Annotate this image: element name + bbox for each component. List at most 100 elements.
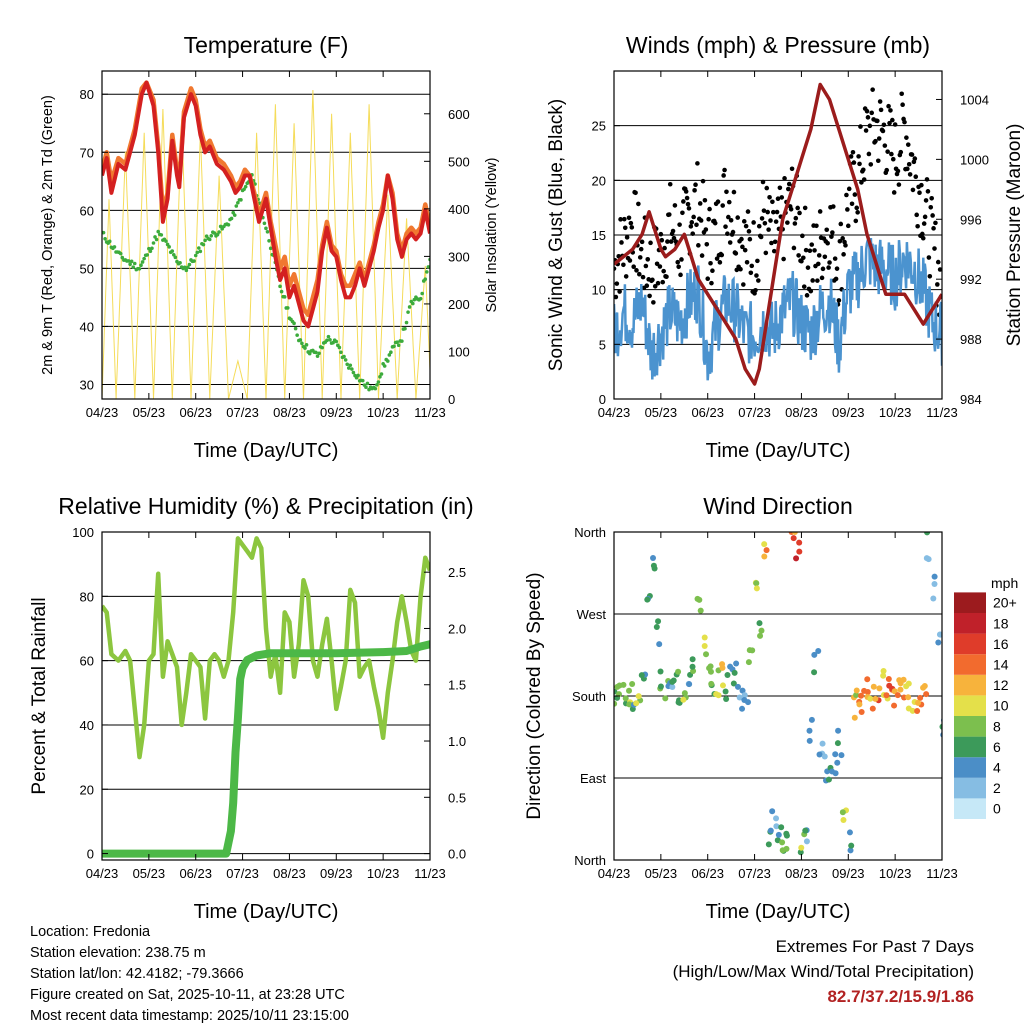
- dewpoint-point: [145, 253, 150, 257]
- y-axis-label: 2m & 9m T (Red, Orange) & 2m Td (Green): [40, 95, 56, 375]
- gust-point: [678, 272, 683, 278]
- gust-point: [671, 235, 677, 241]
- direction-point: [731, 669, 738, 676]
- direction-point: [848, 842, 855, 849]
- direction-point: [791, 532, 798, 535]
- direction-point: [835, 727, 842, 734]
- plot-frame: [101, 70, 431, 400]
- dewpoint-point: [142, 256, 146, 261]
- gust-point: [857, 161, 862, 167]
- series-solar-insolation: [102, 89, 430, 399]
- gust-point: [904, 135, 909, 140]
- gust-point: [709, 280, 714, 286]
- direction-point: [803, 838, 810, 845]
- direction-point: [650, 562, 657, 569]
- direction-point: [821, 753, 828, 760]
- legend-swatch: [954, 695, 986, 716]
- dewpoint-point: [364, 385, 368, 389]
- legend-swatch: [954, 736, 986, 758]
- direction-point: [727, 663, 734, 670]
- gust-point: [865, 115, 871, 120]
- y2-tick-label: 0.0: [448, 847, 466, 862]
- direction-point: [806, 727, 813, 734]
- dewpoint-point: [207, 237, 212, 242]
- y2-tick-label: 1.5: [448, 678, 466, 693]
- dewpoint-point: [103, 236, 107, 241]
- direction-point: [719, 682, 726, 689]
- panel-direction: Wind Direction mph 0 2 4 6 8 10 12 14 16 18 20+ 04/23…: [524, 493, 1018, 923]
- gust-point: [852, 192, 858, 197]
- gust-point: [730, 229, 736, 235]
- speed-legend: mph 0 2 4 6 8 10 12 14 16 18 20+: [954, 575, 1018, 819]
- direction-point: [825, 776, 832, 783]
- gust-point: [868, 162, 874, 167]
- gust-point: [932, 246, 937, 251]
- direction-point: [846, 829, 853, 836]
- direction-point: [917, 694, 924, 701]
- direction-point: [767, 827, 774, 834]
- dewpoint-point: [356, 373, 360, 378]
- x-tick-label: 07/23: [738, 405, 771, 420]
- y2-tick-label: 600: [448, 107, 470, 122]
- gust-point: [858, 124, 863, 129]
- y2-tick-label: 1.0: [448, 734, 466, 749]
- y-tick-label: 5: [599, 337, 606, 352]
- gust-point: [665, 239, 670, 244]
- direction-point: [838, 752, 845, 759]
- series-2m-temperature: [102, 80, 430, 329]
- gust-point: [739, 236, 744, 242]
- gust-point: [849, 201, 855, 207]
- y-tick-label: 25: [592, 119, 606, 134]
- direction-point: [798, 844, 805, 851]
- gust-point: [741, 219, 747, 224]
- gust-point: [686, 206, 692, 211]
- gust-point: [844, 192, 849, 198]
- direction-point: [796, 539, 803, 546]
- gust-point: [677, 222, 682, 227]
- gust-point: [675, 259, 681, 265]
- dewpoint-point: [350, 367, 354, 371]
- gust-point: [636, 201, 641, 207]
- direction-point: [739, 705, 746, 712]
- gust-point: [860, 167, 866, 173]
- gust-point: [763, 250, 769, 256]
- gust-point: [764, 185, 770, 191]
- y-tick-label: 60: [80, 654, 94, 669]
- gust-point: [659, 237, 665, 243]
- direction-point: [840, 817, 847, 824]
- x-tick-label: 08/23: [785, 866, 818, 881]
- direction-point: [921, 683, 928, 690]
- gust-point: [855, 210, 860, 215]
- direction-point: [763, 547, 770, 554]
- legend-label: 4: [993, 760, 1001, 776]
- gust-point: [622, 225, 628, 231]
- dewpoint-point: [229, 216, 234, 221]
- legend-label: 8: [993, 718, 1001, 734]
- gust-point: [888, 108, 893, 113]
- legend-title: mph: [991, 575, 1018, 591]
- gust-point: [869, 110, 875, 116]
- gust-point: [651, 300, 656, 305]
- gust-point: [614, 294, 619, 300]
- dewpoint-point: [400, 339, 404, 343]
- gust-point: [657, 264, 663, 269]
- gust-point: [920, 231, 925, 237]
- y2-tick-label: 400: [448, 202, 470, 217]
- gust-point: [742, 247, 748, 253]
- gust-point: [745, 209, 751, 214]
- gust-point: [887, 120, 892, 126]
- direction-point: [923, 691, 930, 698]
- gust-point: [688, 224, 694, 229]
- dewpoint-point: [236, 200, 240, 205]
- gust-point: [925, 189, 931, 194]
- direction-point: [650, 554, 657, 561]
- gust-point: [637, 271, 642, 277]
- dewpoint-point: [226, 222, 231, 227]
- x-tick-label: 08/23: [273, 405, 306, 420]
- direction-point: [853, 687, 860, 694]
- gust-point: [647, 293, 652, 299]
- dewpoint-point: [198, 249, 203, 254]
- gust-point: [727, 240, 733, 245]
- gust-point: [706, 216, 711, 222]
